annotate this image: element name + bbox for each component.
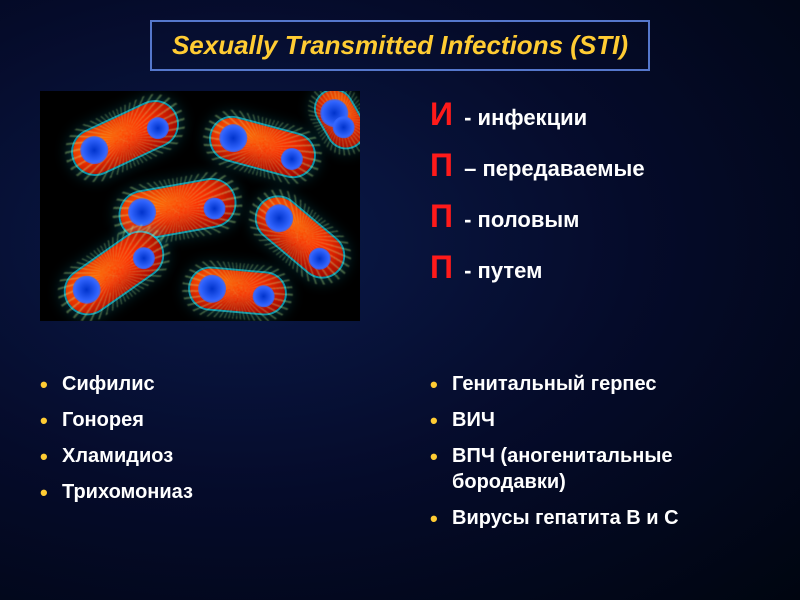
acronym-word: - половым — [458, 207, 579, 232]
acronym-item: П - путем — [430, 249, 760, 286]
bacteria-image — [40, 91, 360, 321]
list-item: ВИЧ — [430, 407, 760, 433]
list-item: Вирусы гепатита В и С — [430, 505, 760, 531]
list-item: Гонорея — [40, 407, 380, 433]
list-item: ВПЧ (аногенитальные бородавки) — [430, 443, 760, 495]
acronym-letter: П — [430, 147, 458, 184]
bottom-left-column: Сифилис Гонорея Хламидиоз Трихомониаз — [40, 361, 380, 541]
bacterium-icon — [188, 267, 286, 315]
bacterium-icon — [206, 113, 318, 181]
acronym-item: П - половым — [430, 198, 760, 235]
list-item: Сифилис — [40, 371, 380, 397]
slide: Sexually Transmitted Infections (STI) И … — [0, 0, 800, 600]
left-column — [40, 91, 380, 351]
bacterium-icon — [57, 224, 171, 321]
content-row: И - инфекцииП – передаваемыеП - половымП… — [40, 91, 760, 351]
acronym-letter: П — [430, 198, 458, 235]
right-column: И - инфекцииП – передаваемыеП - половымП… — [410, 91, 760, 351]
bacterium-icon — [66, 95, 184, 181]
title-box: Sexually Transmitted Infections (STI) — [150, 20, 650, 71]
list-item: Трихомониаз — [40, 479, 380, 505]
acronym-item: И - инфекции — [430, 96, 760, 133]
acronym-word: - путем — [458, 258, 542, 283]
left-bullet-list: Сифилис Гонорея Хламидиоз Трихомониаз — [40, 371, 380, 505]
right-bullet-list: Генитальный герпес ВИЧ ВПЧ (аногенитальные… — [430, 371, 760, 531]
slide-title: Sexually Transmitted Infections (STI) — [172, 30, 628, 61]
list-item: Хламидиоз — [40, 443, 380, 469]
acronym-letter: И — [430, 96, 458, 133]
acronym-item: П – передаваемые — [430, 147, 760, 184]
acronym-list: И - инфекцииП – передаваемыеП - половымП… — [430, 96, 760, 286]
bottom-row: Сифилис Гонорея Хламидиоз Трихомониаз Генит… — [40, 361, 760, 541]
list-item: Генитальный герпес — [430, 371, 760, 397]
acronym-word: – передаваемые — [458, 156, 645, 181]
bottom-right-column: Генитальный герпес ВИЧ ВПЧ (аногенитальные… — [410, 361, 760, 541]
acronym-letter: П — [430, 249, 458, 286]
acronym-word: - инфекции — [458, 105, 587, 130]
